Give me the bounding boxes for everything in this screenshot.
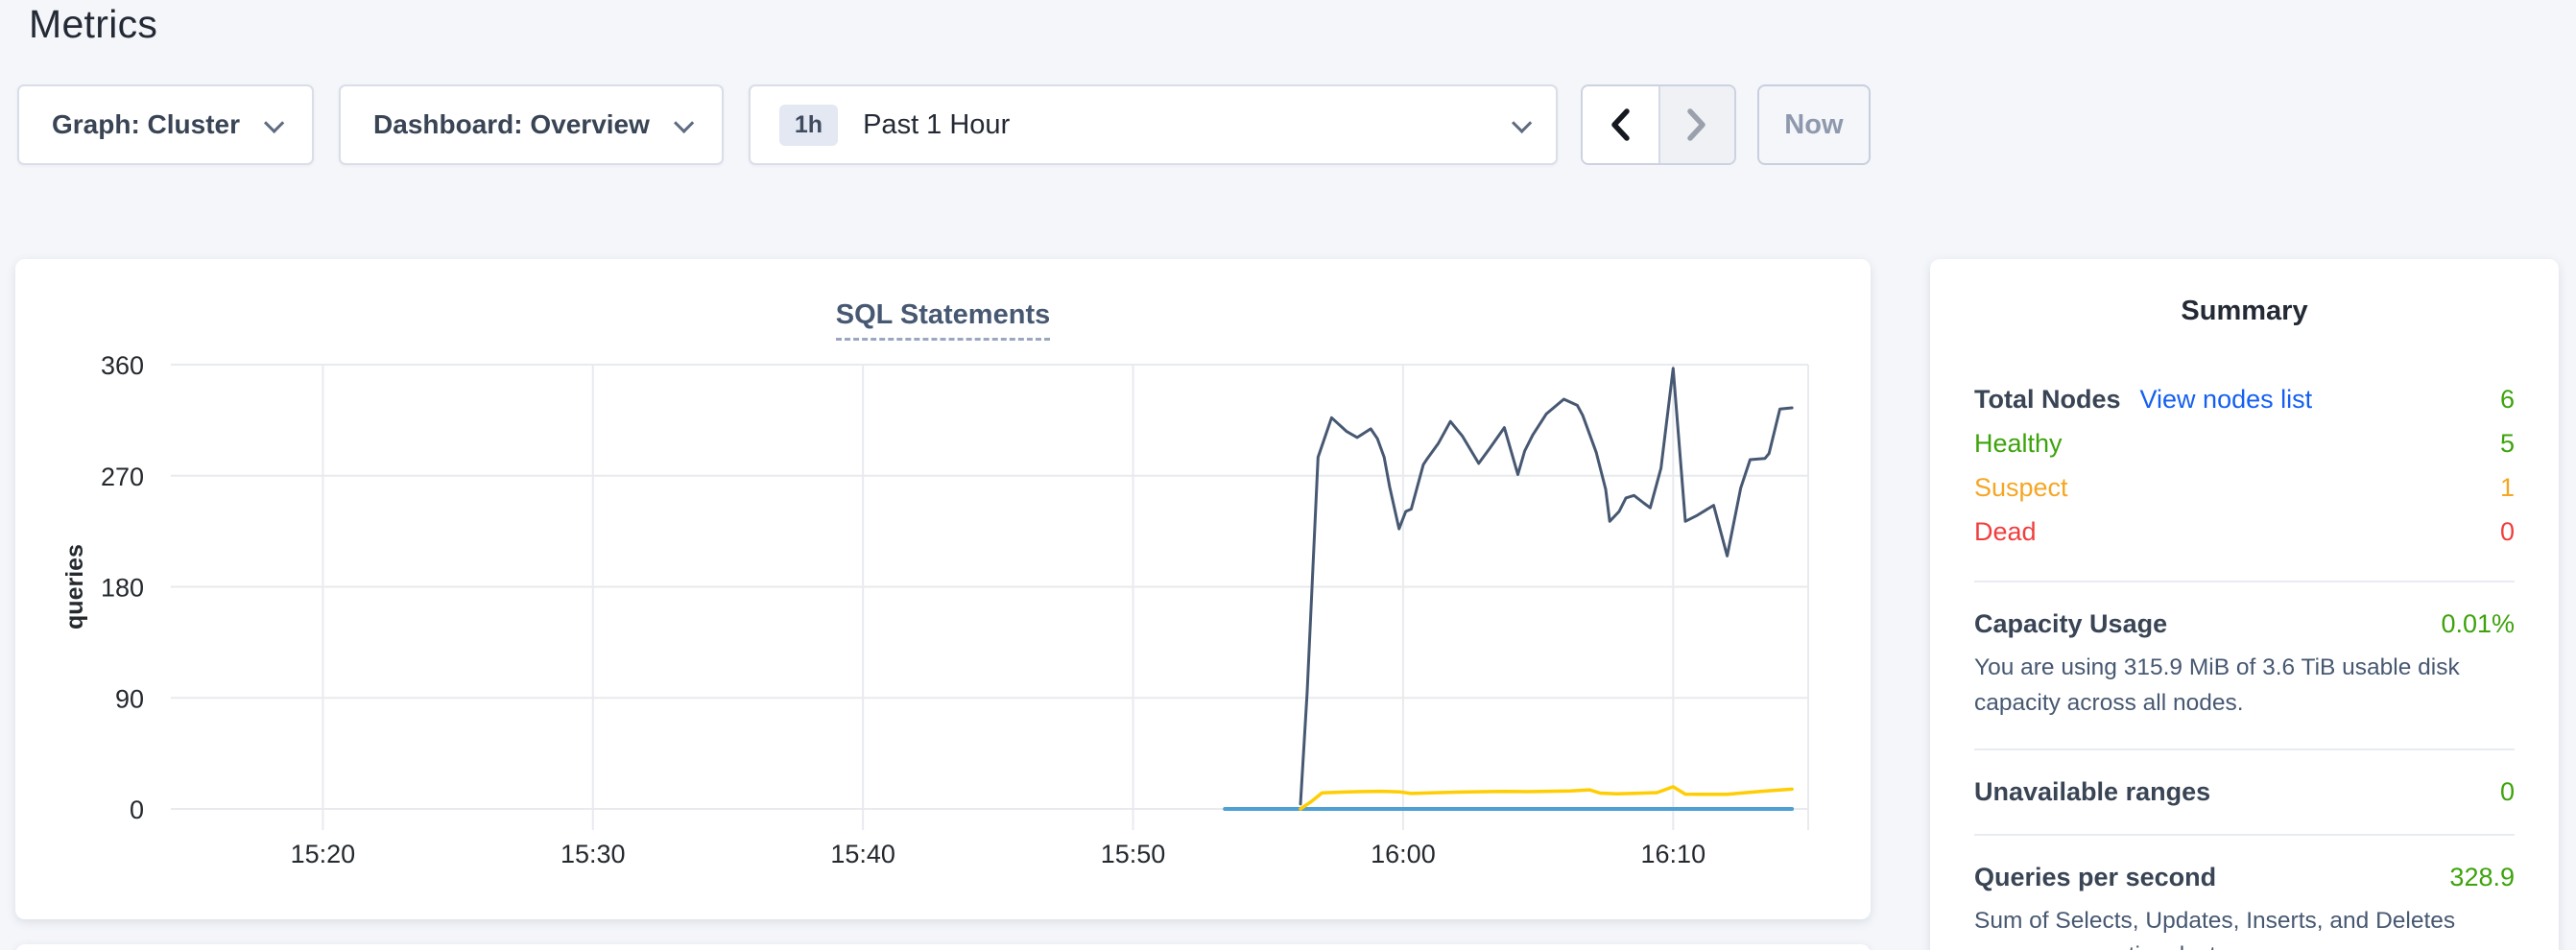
time-forward-button[interactable] [1658,86,1734,163]
healthy-nodes-row: Healthy 5 [1974,421,2515,465]
summary-panel: Summary Total Nodes View nodes list 6 He… [1930,259,2559,950]
capacity-usage-value: 0.01% [2441,609,2515,638]
summary-title: Summary [2181,296,2308,326]
svg-text:360: 360 [101,351,144,380]
next-chart-card-edge [15,944,1871,950]
unavailable-ranges-label: Unavailable ranges [1974,776,2211,806]
capacity-usage-label: Capacity Usage [1974,609,2168,638]
unavailable-ranges-section: Unavailable ranges 0 [1974,748,2515,807]
graph-dropdown-label: Graph: Cluster [52,109,241,139]
time-range-label: Past 1 Hour [863,108,1011,140]
queries-per-second-section: Queries per second 328.9 Sum of Selects,… [1974,833,2515,950]
svg-text:90: 90 [115,684,144,713]
time-range-badge: 1h [778,104,839,146]
queries-per-second-description: Sum of Selects, Updates, Inserts, and De… [1974,907,2456,950]
chevron-left-icon [1611,108,1631,141]
sql-statements-chart: 0 90 180 270 360 15:20 15:30 15:40 15:50 16:00 16:… [61,351,1809,868]
dead-nodes-row: Dead 0 [1974,510,2515,554]
svg-text:180: 180 [101,574,144,603]
svg-text:15:20: 15:20 [291,840,356,868]
dashboard-dropdown-label: Dashboard: Overview [373,109,650,139]
dead-label: Dead [1974,516,2037,546]
sql-statements-chart-card: SQL Statements 0 90 180 270 360 15:20 15:30 15:… [15,259,1871,919]
capacity-usage-description: You are using 315.9 MiB of 3.6 TiB usabl… [1974,654,2460,716]
page-title: Metrics [29,2,158,46]
suspect-nodes-row: Suspect 1 [1974,465,2515,510]
svg-text:270: 270 [101,463,144,491]
svg-text:15:50: 15:50 [1101,840,1166,868]
time-range-selector[interactable]: 1h Past 1 Hour [748,84,1558,165]
time-back-button[interactable] [1582,86,1658,163]
svg-text:15:40: 15:40 [830,840,895,868]
chart-title[interactable]: SQL Statements [835,299,1051,341]
chevron-right-icon [1687,108,1706,141]
node-status-list: Total Nodes View nodes list 6 Healthy 5 … [1974,377,2515,554]
chevron-down-icon [673,112,695,133]
queries-per-second-value: 328.9 [2449,862,2515,891]
svg-text:16:00: 16:00 [1371,840,1436,868]
total-nodes-row: Total Nodes View nodes list 6 [1974,377,2515,421]
graph-dropdown[interactable]: Graph: Cluster [17,84,315,165]
queries-per-second-label: Queries per second [1974,862,2217,891]
toolbar: Graph: Cluster Dashboard: Overview 1h Pa… [17,84,1871,165]
main-content: SQL Statements 0 90 180 270 360 15:20 15:30 15:… [15,259,2559,950]
suspect-label: Suspect [1974,472,2068,502]
svg-text:15:30: 15:30 [561,840,626,868]
healthy-label: Healthy [1974,428,2063,458]
chevron-down-icon [1511,112,1533,133]
healthy-value: 5 [2499,428,2515,458]
total-nodes-value: 6 [2499,384,2515,414]
time-step-button-group [1580,84,1736,165]
total-nodes-label: Total Nodes [1974,384,2121,414]
view-nodes-list-link[interactable]: View nodes list [2139,384,2313,414]
capacity-usage-section: Capacity Usage 0.01% You are using 315.9… [1974,581,2515,722]
svg-text:16:10: 16:10 [1641,840,1706,868]
chevron-down-icon [264,112,285,133]
unavailable-ranges-value: 0 [2499,776,2515,806]
suspect-value: 1 [2499,472,2515,502]
chart-title-row: SQL Statements [15,299,1871,341]
dead-value: 0 [2499,516,2515,546]
now-button[interactable]: Now [1756,84,1871,165]
dashboard-dropdown[interactable]: Dashboard: Overview [339,84,724,165]
svg-text:0: 0 [130,796,144,824]
svg-text:queries: queries [61,544,88,629]
